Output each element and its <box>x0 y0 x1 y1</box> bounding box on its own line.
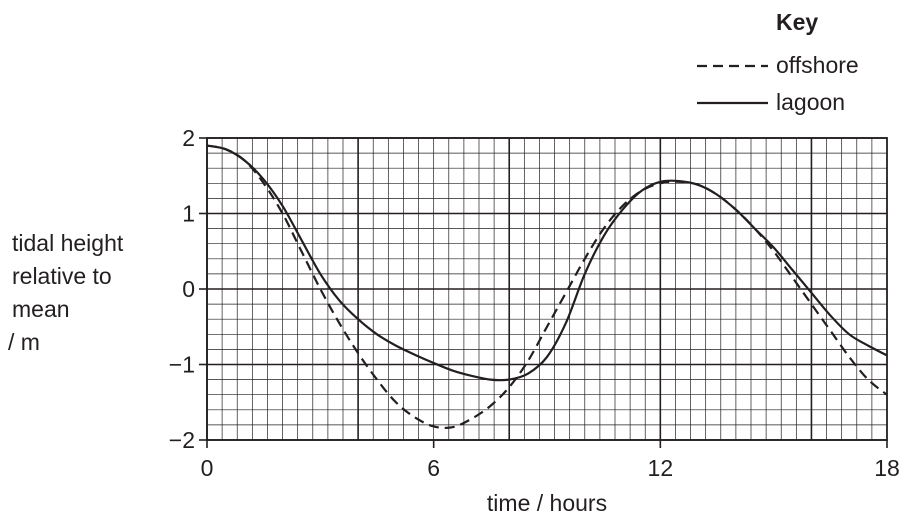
y-tick-label: 1 <box>182 201 195 227</box>
legend-label-offshore: offshore <box>776 52 859 78</box>
x-axis-label: time / hours <box>487 490 607 516</box>
y-axis-label: tidal height relative to mean / m <box>8 230 124 355</box>
legend-label-lagoon: lagoon <box>776 89 845 115</box>
chart-grid <box>206 137 888 441</box>
y-tick-label: 2 <box>182 125 195 151</box>
y-tick-label: −1 <box>169 352 195 378</box>
chart-tick-labels: 210−1−20 6 12 18 <box>169 125 900 481</box>
y-axis-label-line-2: relative to <box>12 263 112 289</box>
y-axis-label-line-3: mean <box>12 296 70 322</box>
legend: Key offshore lagoon <box>697 9 859 115</box>
series-line-lagoon <box>206 144 888 382</box>
y-axis-label-line-1: tidal height <box>12 230 124 256</box>
legend-title: Key <box>776 9 818 35</box>
x-tick-label: 18 <box>874 455 900 481</box>
x-tick-label: 6 <box>427 455 440 481</box>
series-line-offshore <box>206 144 888 430</box>
y-axis-label-line-4: / m <box>8 329 40 355</box>
chart-curves <box>206 144 888 430</box>
y-tick-label: −2 <box>169 427 195 453</box>
x-tick-label: 12 <box>648 455 674 481</box>
y-tick-label: 0 <box>182 276 195 302</box>
x-tick-label: 0 <box>201 455 214 481</box>
